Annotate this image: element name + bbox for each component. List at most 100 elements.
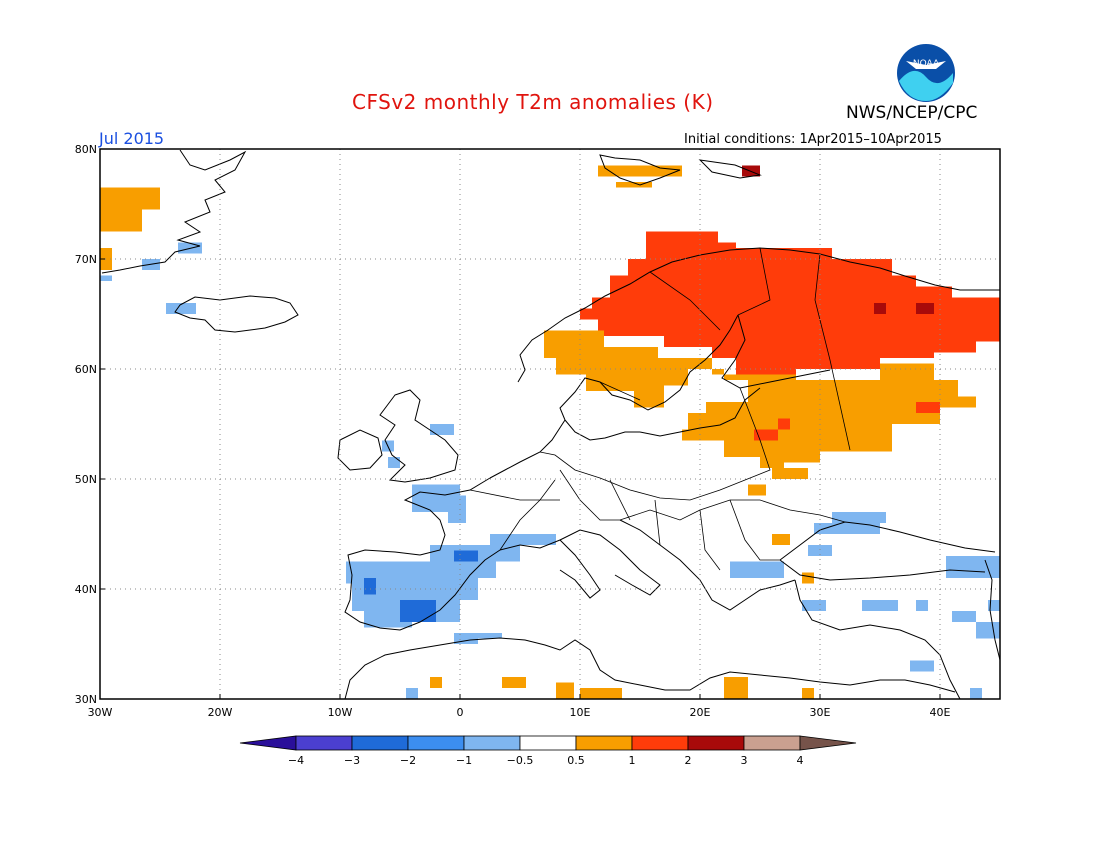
legend-label: −2 — [400, 754, 416, 767]
lon-tick-label: 20W — [208, 706, 233, 719]
anomaly-region-cold — [100, 275, 112, 281]
greenland-coast — [101, 149, 247, 274]
lon-tick-label: 30E — [810, 706, 831, 719]
anomaly-region-cold — [802, 600, 826, 611]
anomaly-region-cold — [412, 484, 466, 523]
legend-swatch — [743, 735, 801, 751]
noaa-logo-text: NOAA — [913, 59, 940, 69]
legend-swatch-high-extend — [799, 735, 857, 751]
legend-label: −0.5 — [507, 754, 534, 767]
lat-tick-label: 70N — [75, 253, 97, 266]
turkey-coast — [794, 579, 961, 700]
sweden-coast — [559, 314, 739, 421]
anomaly-region-very_hot — [874, 303, 886, 314]
organization-label: NWS/NCEP/CPC — [846, 103, 978, 123]
axis-ticks: 30W 20W 10W 0 10E 20E 30E 40E 30N 40N 50N 60N 70N 80N — [75, 143, 951, 719]
lat-tick-label: 40N — [75, 583, 97, 596]
color-legend: −4 −3 −2 −1 −0.5 0.5 1 2 3 4 — [239, 735, 857, 767]
anomaly-layer — [100, 165, 1000, 699]
med-north-coast — [499, 539, 601, 599]
black-sea-coast — [779, 521, 996, 581]
lon-tick-label: 30W — [88, 706, 113, 719]
finland-coast — [721, 314, 831, 389]
lat-tick-label: 50N — [75, 473, 97, 486]
denmark-coast — [564, 419, 640, 441]
anomaly-region-cold — [988, 600, 1000, 611]
anomaly-region-warm — [616, 182, 652, 188]
anomaly-region-hot — [580, 231, 1000, 375]
anomaly-region-warm — [580, 688, 622, 699]
lat-tick-label: 30N — [75, 693, 97, 706]
legend-swatch — [407, 735, 465, 751]
legend-label: 0.5 — [567, 754, 585, 767]
anomaly-region-cold — [454, 633, 502, 644]
anomaly-region-warm — [544, 330, 976, 468]
anomaly-region-warm — [802, 572, 814, 584]
lat-lon-grid — [100, 149, 1000, 699]
legend-swatch — [295, 735, 353, 751]
anomaly-region-warm — [430, 677, 442, 688]
anomaly-region-cold — [430, 424, 454, 435]
anomaly-region-cold — [406, 688, 418, 699]
legend-label: 3 — [741, 754, 748, 767]
lon-tick-label: 20E — [690, 706, 711, 719]
anomaly-region-cold — [166, 303, 196, 314]
france-coast — [403, 477, 491, 556]
legend-label: −4 — [288, 754, 304, 767]
anomaly-region-warm — [100, 187, 160, 232]
franz-coast — [698, 159, 762, 179]
legend-swatch — [519, 735, 577, 751]
anomaly-region-warm — [502, 677, 526, 688]
initial-conditions-label: Initial conditions: 1Apr2015–10Apr2015 — [684, 132, 942, 147]
anomaly-region-cold — [346, 534, 556, 628]
anomaly-region-cold — [916, 600, 928, 611]
anomaly-region-strong_cold — [400, 600, 436, 622]
anomaly-region-cold — [952, 611, 1000, 639]
anomaly-region-cold — [862, 600, 898, 611]
lon-tick-label: 0 — [457, 706, 464, 719]
legend-label: 2 — [685, 754, 692, 767]
anomaly-region-warm — [724, 677, 748, 699]
lon-tick-label: 10W — [328, 706, 353, 719]
anomaly-region-strong_cold — [364, 578, 376, 595]
caspian-coast — [984, 559, 1001, 661]
britain-coast — [379, 389, 459, 483]
legend-label: 4 — [797, 754, 804, 767]
balkan-coast — [619, 519, 796, 611]
legend-label: −1 — [456, 754, 472, 767]
anomaly-region-warm — [556, 682, 574, 699]
iberia-coast — [344, 549, 501, 631]
legend-swatch — [631, 735, 689, 751]
anomaly-region-warm — [802, 688, 814, 699]
lon-tick-label: 10E — [570, 706, 591, 719]
anomaly-region-hot — [754, 418, 790, 441]
legend-swatch — [463, 735, 521, 751]
anomaly-region-warm — [772, 534, 790, 545]
iceland-coast — [174, 295, 299, 333]
map-title: CFSv2 monthly T2m anomalies (K) — [352, 90, 714, 114]
legend-swatch — [575, 735, 633, 751]
italy-coast — [559, 529, 661, 596]
anomaly-region-cold — [970, 688, 982, 699]
svalbard-coast — [599, 154, 681, 186]
legend-swatch-low-extend — [239, 735, 297, 751]
africa-coast — [344, 637, 956, 700]
anomaly-region-warm — [598, 165, 682, 177]
anomaly-region-cold — [730, 561, 784, 578]
lat-tick-label: 80N — [75, 143, 97, 156]
north-sea-coast — [489, 419, 566, 479]
anomaly-region-cold — [388, 457, 400, 468]
anomaly-region-very_hot — [916, 303, 934, 314]
map-frame — [99, 148, 1001, 700]
anomaly-region-hot — [916, 402, 940, 413]
baltic-east — [639, 387, 761, 437]
anomaly-region-warm — [748, 484, 766, 496]
anomaly-region-warm — [772, 468, 808, 479]
anomaly-region-strong_cold — [454, 550, 478, 562]
anomaly-region-cold — [808, 545, 832, 556]
legend-label: −3 — [344, 754, 360, 767]
lon-tick-label: 40E — [930, 706, 951, 719]
month-label: Jul 2015 — [99, 129, 165, 148]
country-borders — [469, 247, 851, 571]
